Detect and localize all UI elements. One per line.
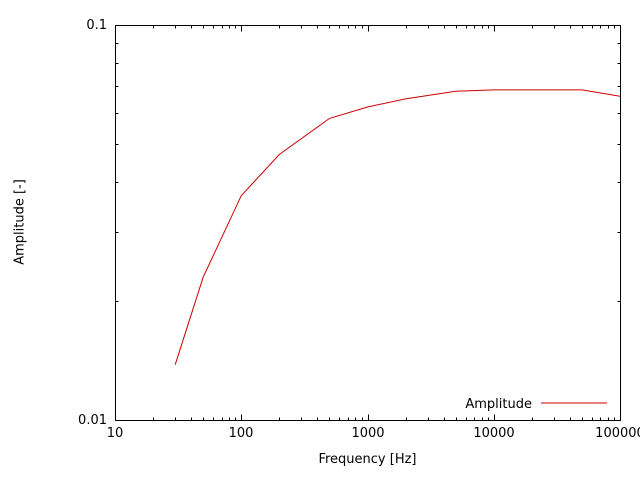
y-tick-label: 0.01 <box>78 413 107 428</box>
series-line-amplitude <box>174 89 621 365</box>
plot-border <box>115 25 621 421</box>
x-tick-label: 10000 <box>473 426 514 441</box>
legend-label: Amplitude <box>465 397 532 412</box>
x-tick-label: 10 <box>107 426 124 441</box>
x-axis-label: Frequency [Hz] <box>318 452 417 467</box>
y-tick-label: 0.1 <box>86 18 107 33</box>
x-tick-label: 1000 <box>351 426 384 441</box>
x-tick-label: 100 <box>229 426 254 441</box>
y-axis-label: Amplitude [-] <box>12 179 28 265</box>
x-tick-label: 100000 <box>595 426 640 441</box>
